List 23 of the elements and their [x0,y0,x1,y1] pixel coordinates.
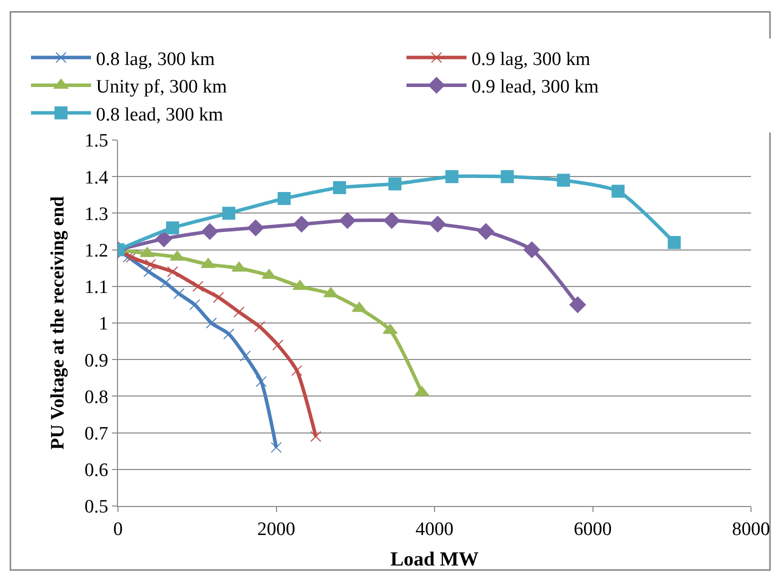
x-tick-label: 2000 [257,518,296,540]
y-tick-label: 0.6 [84,460,108,482]
y-tick-label: 1.2 [84,240,108,262]
legend-label: 0.9 lead, 300 km [472,76,599,98]
x-tick-label: 8000 [732,518,770,540]
y-tick-label: 1 [98,314,108,335]
y-tick-label: 1.5 [84,130,108,152]
x-tick-label: 6000 [574,518,612,540]
y-tick-label: 0.8 [84,386,108,408]
y-tick-label: 1.3 [84,204,108,225]
y-tick-label: 1.1 [84,277,108,298]
legend-label: 0.9 lag, 300 km [472,48,590,70]
x-tick-label: 0 [113,518,123,540]
legend-label: 0.8 lead, 300 km [96,104,224,126]
x-axis-title: Load MW [390,548,479,570]
legend-label: Unity pf, 300 km [96,76,228,98]
y-tick-label: 1.4 [84,167,109,188]
x-tick-label: 4000 [416,518,454,540]
legend-label: 0.8 lag, 300 km [96,48,215,70]
y-axis-title: PU Voltage at the receiving end [47,196,68,450]
y-tick-label: 0.9 [84,350,108,372]
y-tick-label: 0.5 [84,496,108,518]
y-tick-label: 0.7 [84,423,108,444]
